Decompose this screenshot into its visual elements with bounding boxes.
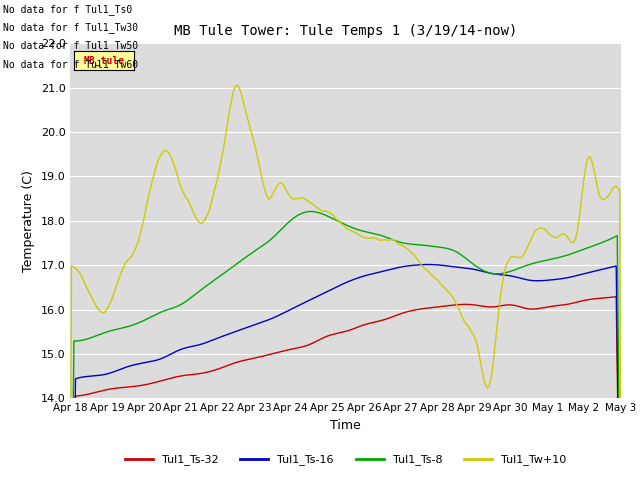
Text: No data for f Tul1_Tw50: No data for f Tul1_Tw50 [3,40,138,51]
Y-axis label: Temperature (C): Temperature (C) [22,170,35,272]
Legend: Tul1_Ts-32, Tul1_Ts-16, Tul1_Ts-8, Tul1_Tw+10: Tul1_Ts-32, Tul1_Ts-16, Tul1_Ts-8, Tul1_… [120,450,571,470]
Text: No data for f Tul1_Ts0: No data for f Tul1_Ts0 [3,4,132,15]
Text: MB_tule: MB_tule [83,55,125,66]
X-axis label: Time: Time [330,419,361,432]
Text: No data for f Tul1_Tw60: No data for f Tul1_Tw60 [3,59,138,70]
Text: No data for f Tul1_Tw30: No data for f Tul1_Tw30 [3,22,138,33]
Title: MB Tule Tower: Tule Temps 1 (3/19/14-now): MB Tule Tower: Tule Temps 1 (3/19/14-now… [174,24,517,38]
